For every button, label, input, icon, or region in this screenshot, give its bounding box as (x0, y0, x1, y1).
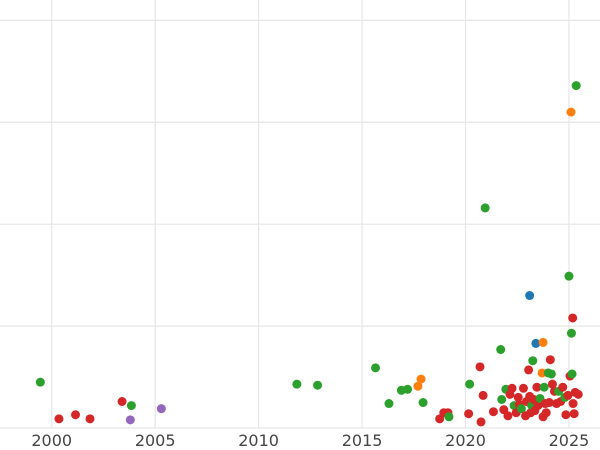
data-point-red (476, 417, 486, 427)
data-point-green (35, 377, 45, 387)
data-point-green (567, 369, 577, 379)
data-point-red (524, 365, 534, 375)
data-point-green (371, 363, 381, 373)
data-point-green (384, 399, 394, 409)
data-point-green (571, 81, 581, 91)
data-point-red (475, 362, 485, 372)
x-tick-label: 2025 (549, 431, 590, 450)
data-point-red (513, 392, 523, 402)
data-point-green (126, 401, 136, 411)
data-point-red (518, 383, 528, 393)
data-point-green (546, 369, 556, 379)
data-point-blue (531, 338, 541, 348)
data-point-purple (125, 415, 135, 425)
data-point-green (497, 394, 507, 404)
grid (0, 0, 600, 429)
data-point-green (566, 328, 576, 338)
data-point-red (503, 411, 513, 421)
data-point-purple (156, 404, 166, 414)
data-point-orange (566, 107, 576, 117)
x-tick-label: 2015 (342, 431, 383, 450)
data-point-green (564, 271, 574, 281)
data-point-red (507, 383, 517, 393)
data-point-red (488, 407, 498, 417)
data-point-red (464, 409, 474, 419)
x-tick-label: 2000 (31, 431, 72, 450)
data-point-orange (538, 337, 548, 347)
data-point-green (444, 412, 454, 422)
data-point-red (573, 389, 583, 399)
data-point-green (480, 203, 490, 213)
data-point-orange (416, 374, 426, 384)
data-point-red (541, 408, 551, 418)
data-point-red (117, 397, 127, 407)
data-point-green (465, 379, 475, 389)
x-tick-label: 2020 (445, 431, 486, 450)
data-point-red (54, 414, 64, 424)
x-tick-label: 2005 (135, 431, 176, 450)
data-point-red (71, 410, 81, 420)
data-point-red (568, 399, 578, 409)
data-points (35, 81, 583, 427)
data-point-green (418, 398, 428, 408)
data-point-blue (525, 291, 535, 301)
x-tick-label: 2010 (238, 431, 279, 450)
data-point-red (532, 382, 542, 392)
data-point-orange (537, 368, 547, 378)
data-point-green (516, 404, 526, 414)
data-point-red (561, 410, 571, 420)
data-point-green (403, 384, 413, 394)
data-point-red (85, 414, 95, 424)
data-point-red (568, 313, 578, 323)
data-point-red (545, 355, 555, 365)
data-point-green (539, 382, 549, 392)
data-point-red (544, 398, 554, 408)
data-point-orange (413, 381, 423, 391)
data-point-red (569, 409, 579, 419)
data-point-red (558, 382, 568, 392)
data-point-red (478, 390, 488, 400)
data-point-green (292, 379, 302, 389)
x-axis-ticks: 2000 2005 2010 2015 2020 2025 (31, 431, 589, 450)
data-point-red (563, 390, 573, 400)
data-point-red (533, 401, 543, 411)
data-point-green (313, 380, 323, 390)
data-point-red (547, 379, 557, 389)
data-point-green (496, 345, 506, 355)
data-point-green (528, 356, 538, 366)
